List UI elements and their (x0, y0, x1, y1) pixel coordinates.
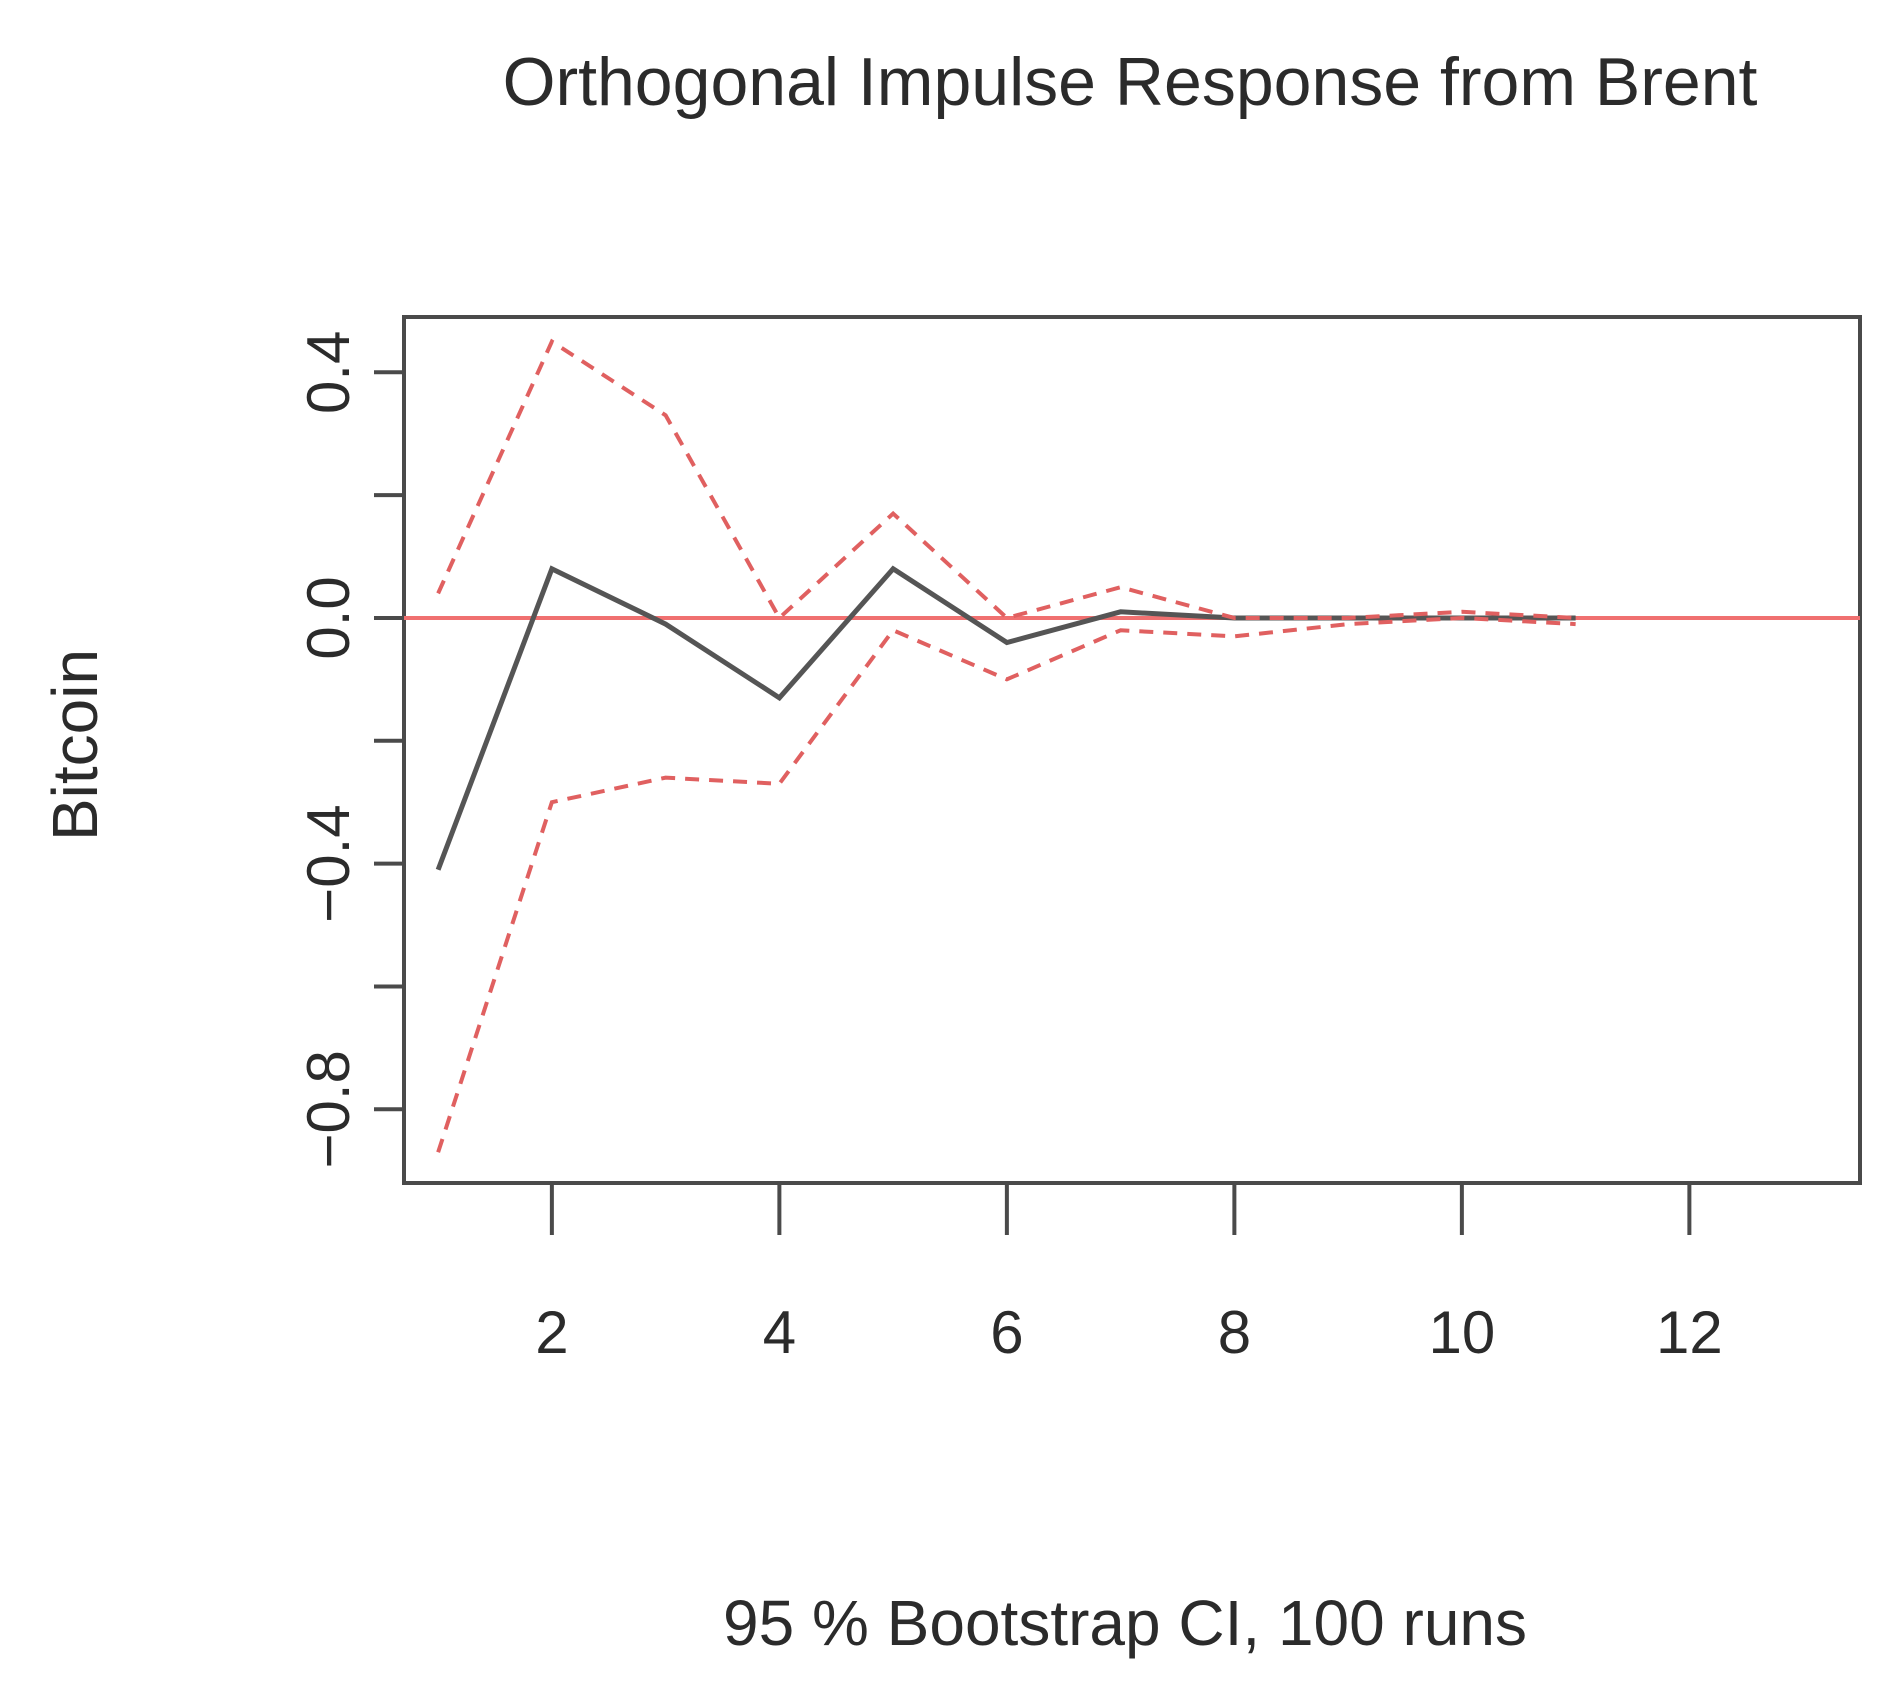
plot-frame (402, 315, 1862, 1185)
y-tick-label: −0.4 (295, 804, 362, 922)
chart-title: Orthogonal Impulse Response from Brent (503, 44, 1758, 120)
y-tick-label: 0.0 (295, 576, 362, 659)
x-axis-label: 95 % Bootstrap CI, 100 runs (723, 1587, 1527, 1659)
y-tick-label: −0.8 (295, 1050, 362, 1168)
x-tick-label: 6 (990, 1299, 1023, 1366)
plot-area: −0.8 −0.4 0.0 0.4 2 4 6 8 10 12 (295, 315, 1862, 1366)
y-axis-label: Bitcoin (39, 649, 111, 841)
x-tick-label: 12 (1656, 1299, 1723, 1366)
x-tick-label: 10 (1429, 1299, 1496, 1366)
response-line (435, 565, 1576, 871)
x-tick-label: 4 (763, 1299, 796, 1366)
x-tick-label: 2 (535, 1299, 568, 1366)
x-tick-label: 8 (1218, 1299, 1251, 1366)
lower-ci-line (436, 615, 1576, 1153)
upper-ci-line (436, 338, 1576, 622)
y-tick-label: 0.4 (295, 331, 362, 414)
